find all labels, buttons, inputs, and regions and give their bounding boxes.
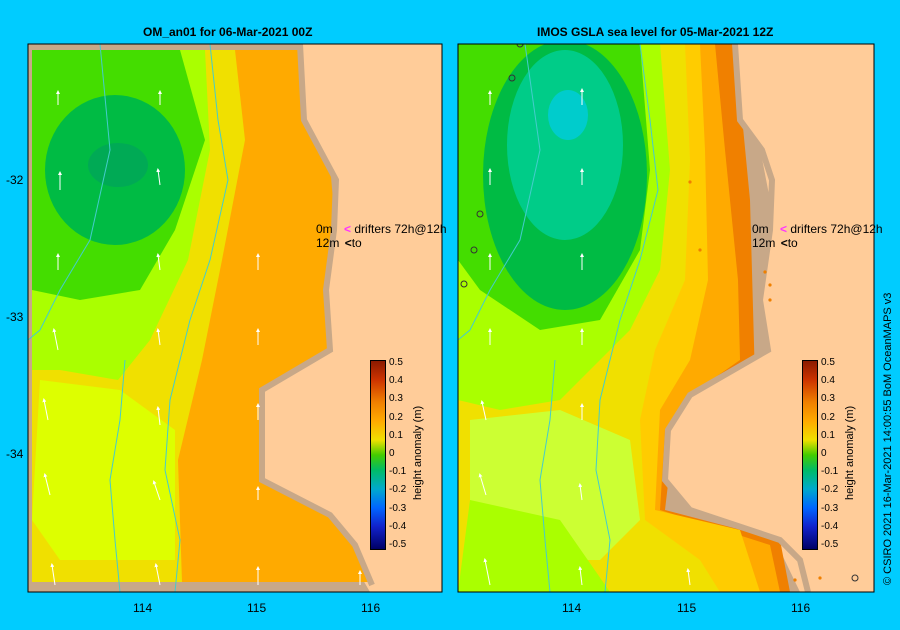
lon-tick-115-right: 115 xyxy=(677,601,697,615)
lon-tick-116-right: 116 xyxy=(791,601,811,615)
panel-1-map xyxy=(28,44,442,592)
magenta-chevron-icon: < xyxy=(780,222,788,236)
colorbar-label-right: height anomaly (m) xyxy=(844,405,856,500)
legend-to-label: to xyxy=(787,236,798,250)
colorbar-label-left: height anomaly (m) xyxy=(412,405,424,500)
panel-2-map xyxy=(458,44,874,592)
black-chevron-icon: < xyxy=(780,236,788,250)
colorbar-right xyxy=(802,360,818,550)
lon-tick-115-left: 115 xyxy=(247,601,267,615)
legend-depth-0m: 0m xyxy=(752,222,769,236)
legend-depth-12m: 12m xyxy=(316,236,340,250)
credit-text: © CSIRO 2021 16-Mar-2021 14:00:55 BoM Oc… xyxy=(882,292,894,585)
drifter-legend-left: 0m < drifters 72h@12h 12m <to xyxy=(316,222,447,250)
colorbar-left xyxy=(370,360,386,550)
lat-tick-34: -34 xyxy=(6,447,24,461)
legend-depth-12m: 12m xyxy=(752,236,776,250)
lon-tick-116-left: 116 xyxy=(361,601,381,615)
legend-drifters-label: drifters 72h@12h xyxy=(354,222,447,236)
drifter-legend-right: 0m < drifters 72h@12h 12m <to xyxy=(752,222,883,250)
panel-2-title: IMOS GSLA sea level for 05-Mar-2021 12Z xyxy=(537,25,774,39)
lat-tick-32: -32 xyxy=(6,173,24,187)
legend-to-label: to xyxy=(351,236,362,250)
magenta-chevron-icon: < xyxy=(344,222,352,236)
colorbar-ticks-left: 0.5 0.4 0.3 0.2 0.1 0 -0.1 -0.2 -0.3 -0.4 -0.5 xyxy=(389,357,407,551)
lat-tick-33: -33 xyxy=(6,310,24,324)
colorbar-ticks-right: 0.5 0.4 0.3 0.2 0.1 0 -0.1 -0.2 -0.3 -0.4 -0.5 xyxy=(821,357,839,551)
panel-1-title: OM_an01 for 06-Mar-2021 00Z xyxy=(143,25,313,39)
lon-tick-114-right: 114 xyxy=(562,601,582,615)
black-chevron-icon: < xyxy=(344,236,352,250)
lon-tick-114-left: 114 xyxy=(133,601,153,615)
legend-depth-0m: 0m xyxy=(316,222,333,236)
legend-drifters-label: drifters 72h@12h xyxy=(790,222,883,236)
